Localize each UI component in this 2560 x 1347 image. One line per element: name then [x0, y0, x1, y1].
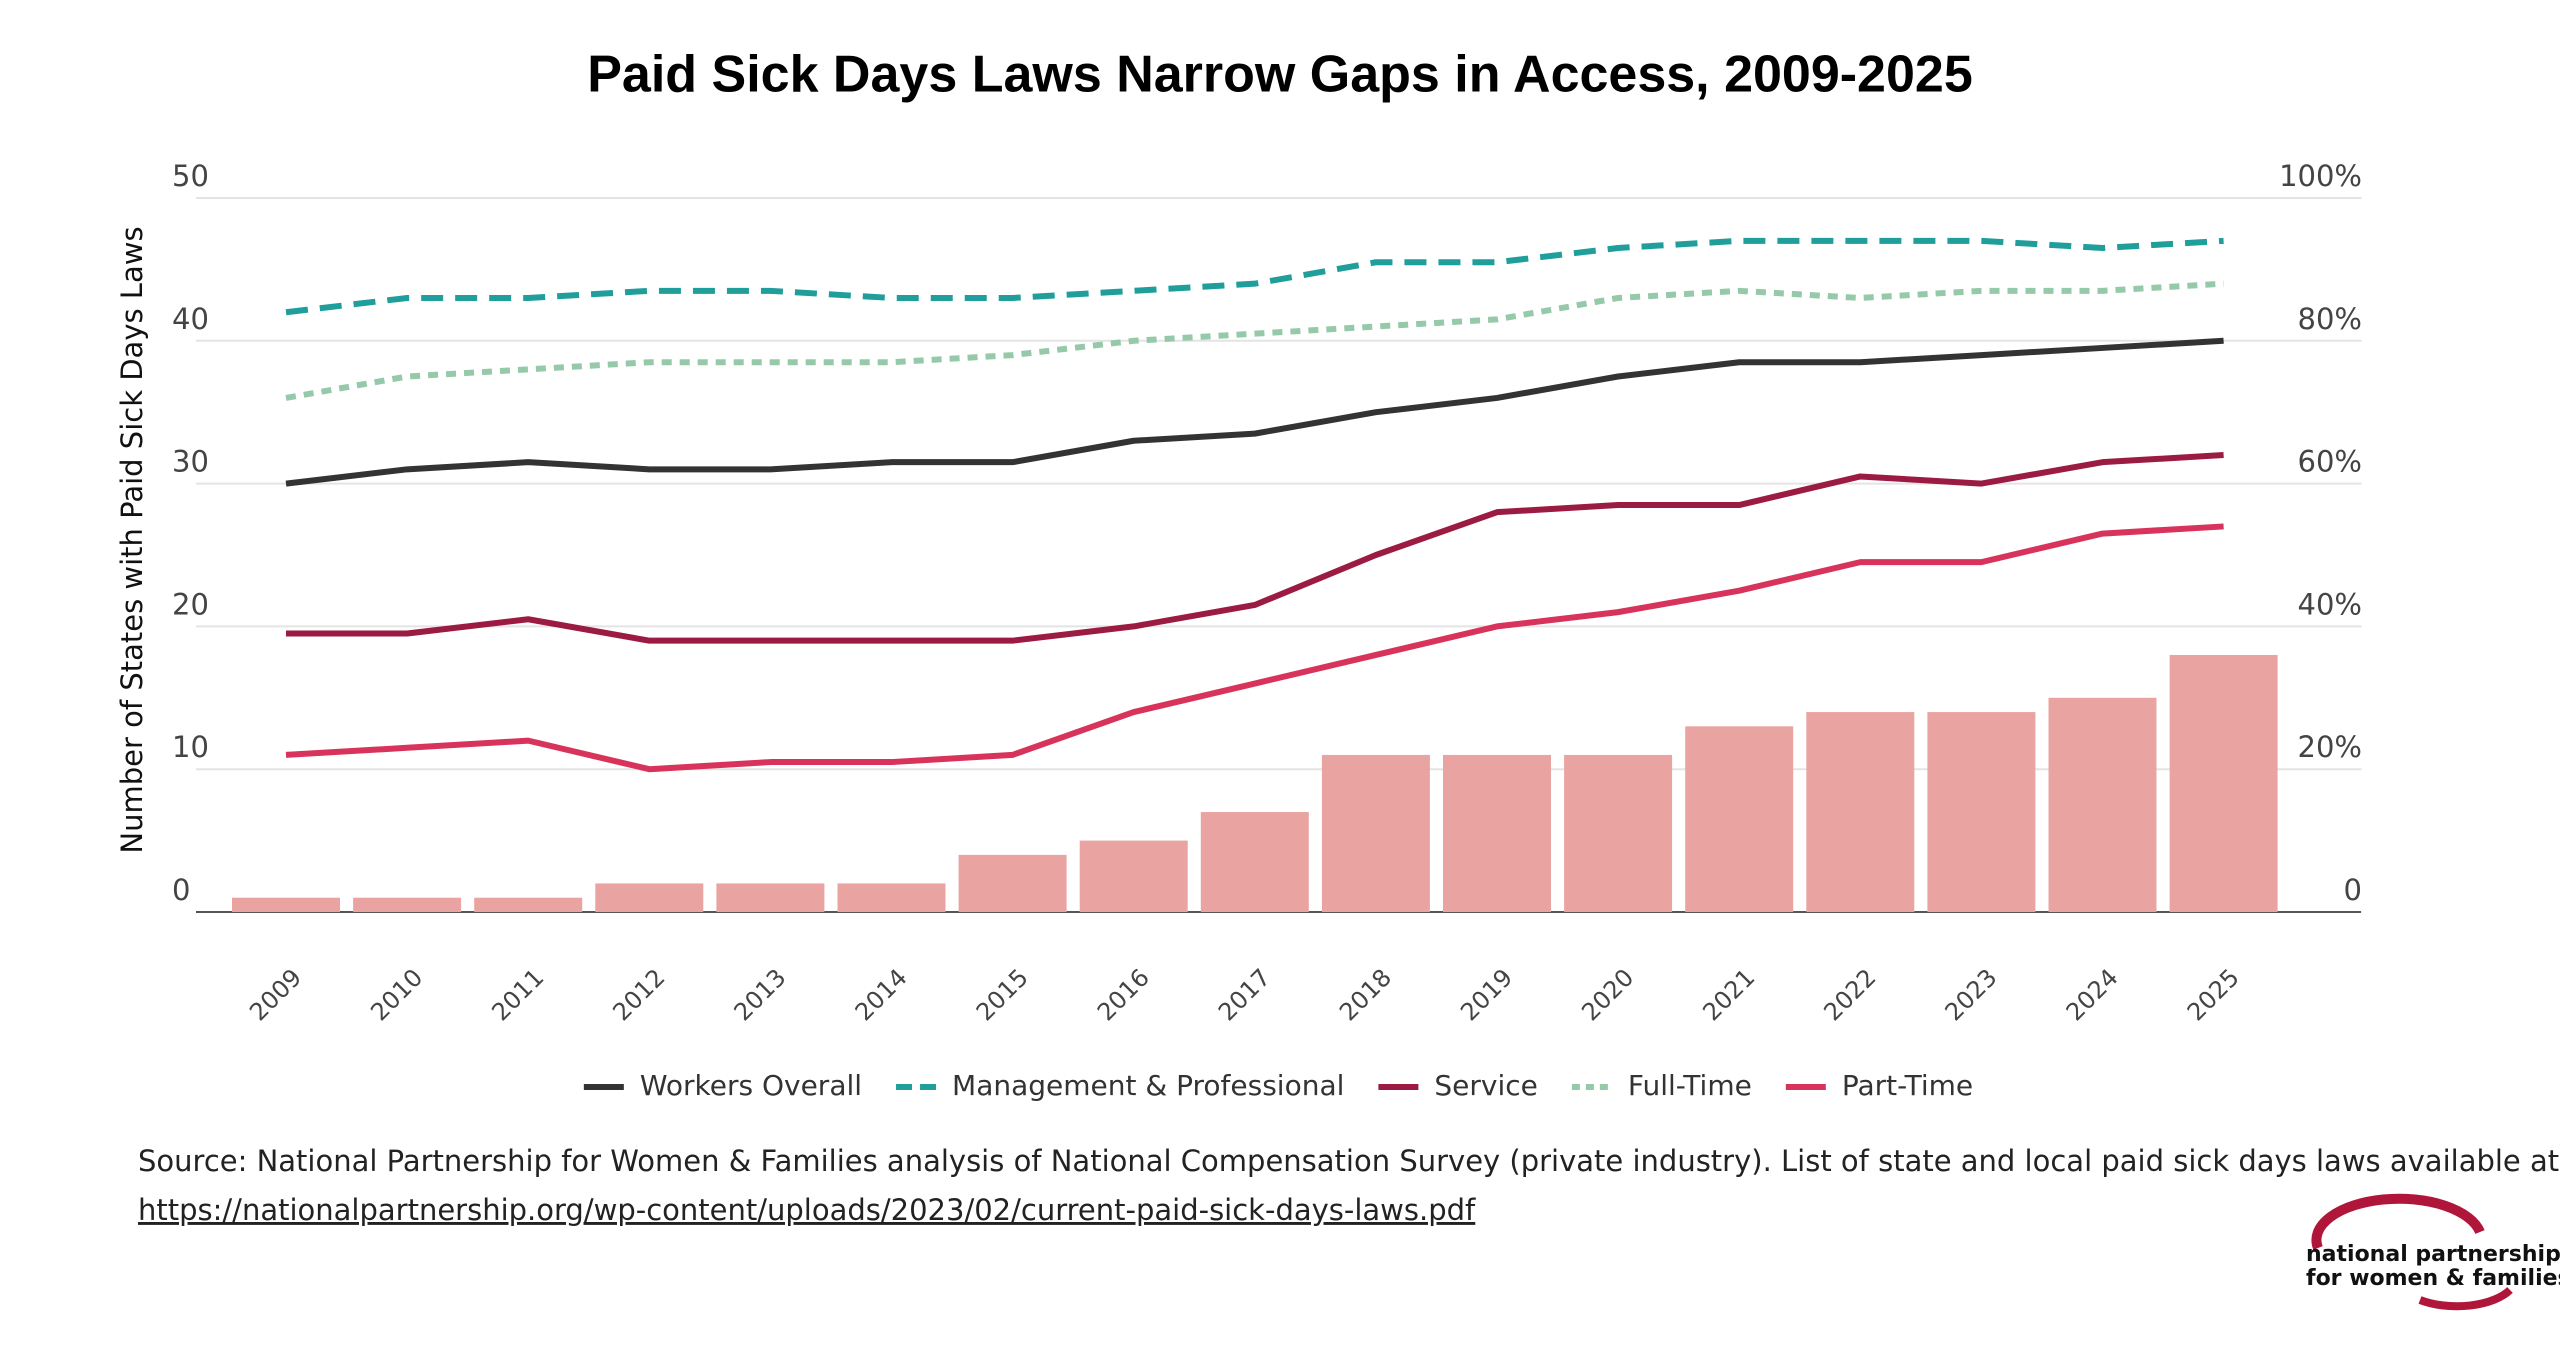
source-text: Source: National Partnership for Women &…: [138, 1144, 2559, 1178]
bar: [958, 854, 1067, 912]
y-tick-label: 30: [172, 445, 209, 479]
y-tick-label: 50: [172, 159, 209, 193]
y2-tick-label: 40%: [2298, 587, 2362, 621]
legend-label: Management & Professional: [952, 1069, 1344, 1102]
x-tick-label: 2023: [1940, 963, 2003, 1026]
bar: [716, 883, 825, 912]
x-tick-label: 2025: [2182, 963, 2245, 1026]
source-url[interactable]: https://nationalpartnership.org/wp-conte…: [138, 1193, 1476, 1227]
x-tick-label: 2013: [729, 963, 792, 1026]
bar: [1200, 812, 1309, 912]
logo-text: national partnership: [2306, 1242, 2560, 1267]
bar: [474, 897, 583, 912]
bar: [595, 883, 704, 912]
y2-tick-label: 60%: [2298, 445, 2362, 479]
line-series: [285, 337, 2224, 487]
bar: [2048, 697, 2157, 912]
line-series: [285, 280, 2224, 401]
bar: [1079, 840, 1188, 912]
x-tick-label: 2016: [1092, 963, 1155, 1026]
logo-arc: [2418, 1287, 2513, 1311]
x-tick-label: 2011: [486, 963, 549, 1026]
y2-tick-label: 0: [2344, 873, 2362, 907]
y-tick-label: 0: [172, 873, 190, 907]
logo-arc: [2311, 1193, 2485, 1250]
bar: [353, 897, 462, 912]
x-tick-label: 2020: [1576, 963, 1639, 1026]
chart-title: Paid Sick Days Laws Narrow Gaps in Acces…: [587, 46, 1973, 104]
y2-tick-label: 80%: [2298, 302, 2362, 336]
x-tick-label: 2012: [608, 963, 671, 1026]
bar: [1806, 712, 1915, 912]
legend-label: Full-Time: [1628, 1069, 1752, 1102]
y2-tick-label: 20%: [2298, 730, 2362, 764]
legend-label: Service: [1434, 1069, 1537, 1102]
legend: Workers Overall Management & Professional…: [583, 1069, 1973, 1102]
y-tick-label: 10: [172, 730, 209, 764]
bar: [1321, 754, 1430, 912]
x-tick-label: 2015: [971, 963, 1034, 1026]
x-tick-label: 2024: [2061, 963, 2124, 1026]
bar: [1443, 754, 1551, 912]
x-tick-label: 2010: [365, 963, 428, 1026]
bar: [1685, 726, 1794, 912]
x-tick-label: 2022: [1819, 963, 1882, 1026]
y2-tick-label: 100%: [2279, 159, 2362, 193]
bar: [1564, 754, 1673, 912]
line-series: [286, 452, 2224, 644]
y-tick-label: 20: [172, 587, 209, 621]
x-tick-label: 2018: [1334, 963, 1397, 1026]
line-series: [285, 237, 2224, 316]
line-series: [285, 523, 2224, 773]
bar: [837, 883, 946, 912]
bar: [2169, 654, 2278, 912]
logo-text: for women & families: [2306, 1266, 2560, 1291]
bar: [1927, 712, 2036, 912]
x-tick-label: 2017: [1213, 963, 1276, 1026]
y-axis-label: Number of States with Paid Sick Days Law…: [115, 226, 149, 853]
legend-label: Part-Time: [1842, 1069, 1973, 1102]
x-tick-label: 2019: [1455, 963, 1518, 1026]
y-tick-label: 40: [172, 302, 209, 336]
x-tick-label: 2021: [1697, 963, 1760, 1026]
logo: national partnership for women & familie…: [2306, 1193, 2560, 1311]
x-tick-label: 2014: [850, 963, 913, 1026]
legend-label: Workers Overall: [640, 1069, 862, 1102]
x-tick-label: 2009: [244, 963, 307, 1026]
bar: [232, 897, 340, 912]
